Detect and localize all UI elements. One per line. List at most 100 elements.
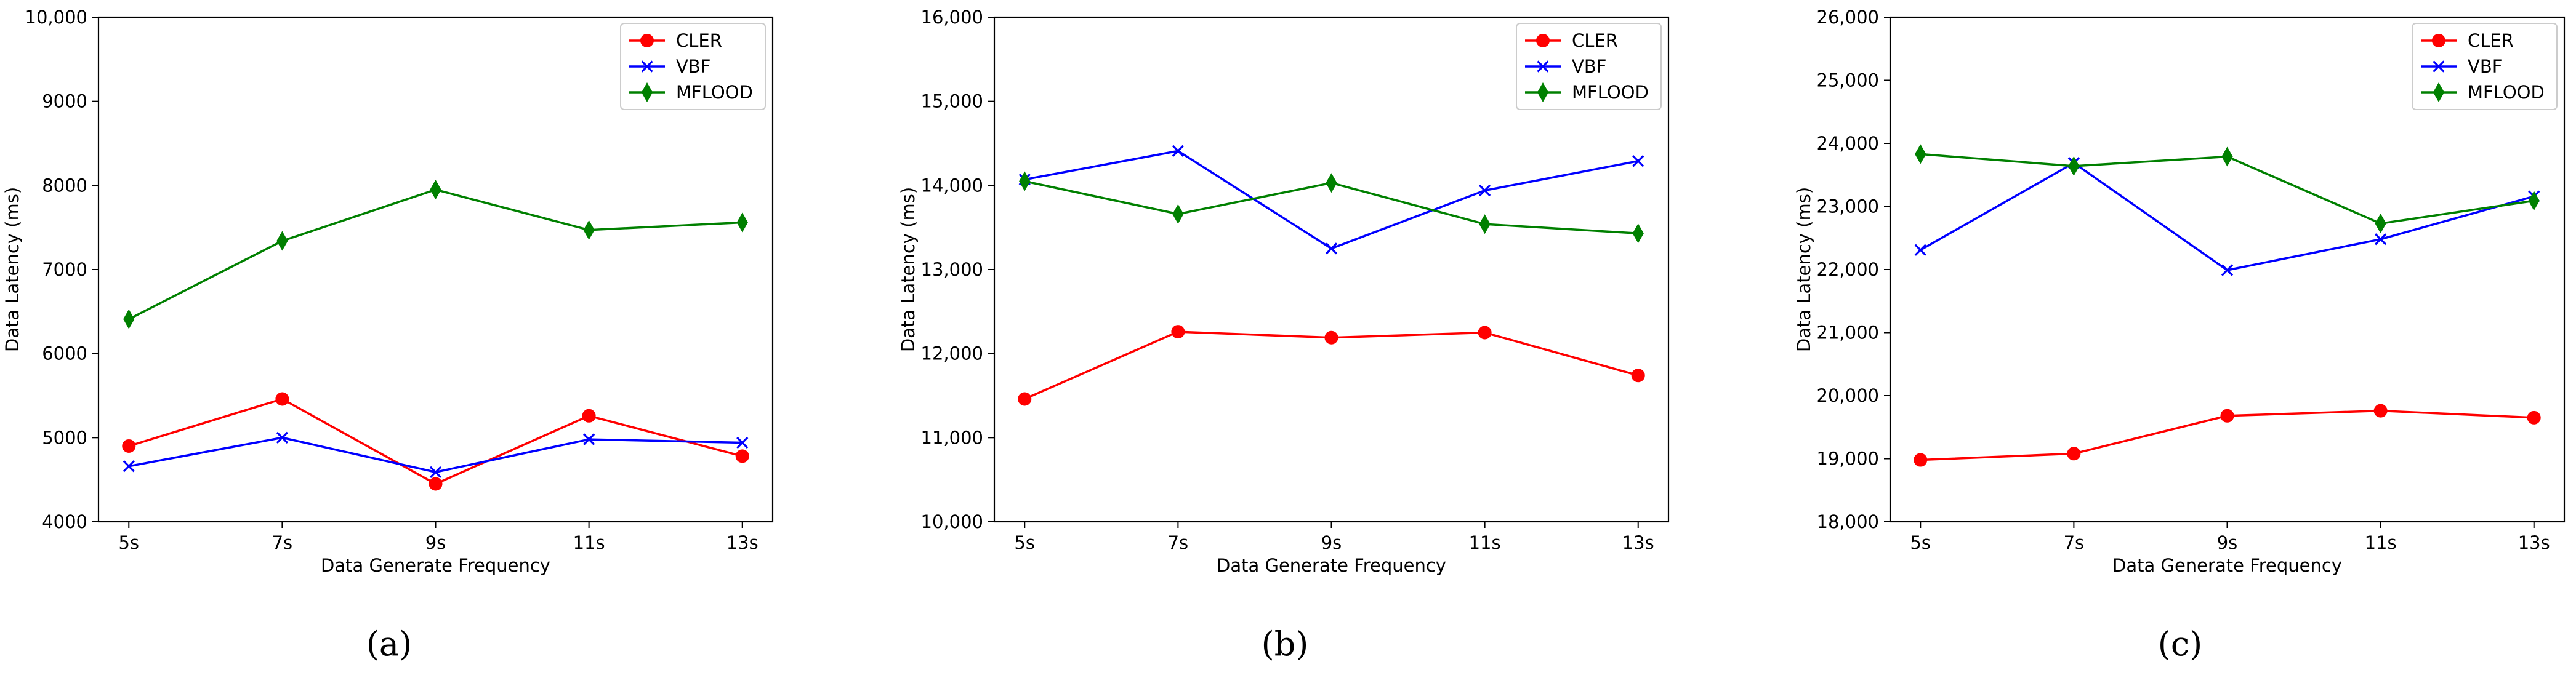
data-point-cler — [2067, 447, 2081, 461]
x-tick-label: 13s — [727, 532, 759, 553]
y-tick-label: 26,000 — [1817, 7, 1879, 28]
data-point-mflood — [123, 309, 135, 329]
series-cler — [1018, 325, 1645, 406]
y-tick-label: 22,000 — [1817, 259, 1879, 280]
legend-marker-vbf-stroke — [641, 60, 653, 73]
data-point-vbf — [1914, 244, 1926, 256]
legend-marker-cler — [1536, 34, 1550, 47]
legend-marker-cler — [2432, 34, 2445, 47]
legend-marker-vbf — [641, 60, 653, 73]
legend-label-mflood: MFLOOD — [2468, 82, 2545, 103]
series-vbf — [123, 431, 749, 478]
data-point-cler — [582, 409, 596, 423]
data-point-mflood — [1326, 173, 1337, 193]
legend-box — [1516, 23, 1662, 110]
data-point-mflood — [2068, 156, 2080, 176]
data-point-vbf — [1325, 242, 1338, 255]
x-tick-label: 11s — [1469, 532, 1501, 553]
y-tick-label: 15,000 — [921, 91, 983, 112]
y-axis-label: Data Latency (ms) — [898, 187, 919, 352]
y-tick-label: 14,000 — [921, 175, 983, 196]
data-point-mflood — [1019, 171, 1031, 191]
series-mflood — [1019, 171, 1644, 244]
data-point-vbf-stroke — [736, 436, 749, 449]
data-point-mflood — [2221, 146, 2233, 167]
data-point-cler — [735, 449, 749, 463]
data-point-mflood — [1479, 214, 1491, 234]
chart-panel-2: 18,000 19,000 20,000 21,000 22,000 23,000 24,0… — [1793, 7, 2566, 576]
caption-2: (c) — [2158, 625, 2202, 663]
y-tick-label: 20,000 — [1817, 385, 1879, 406]
series-line-vbf — [1920, 161, 2535, 271]
y-tick-label: 6000 — [42, 343, 87, 364]
legend-marker-mflood — [1537, 82, 1549, 103]
series-vbf — [1018, 145, 1644, 255]
legend-label-mflood: MFLOOD — [1572, 82, 1649, 103]
legend-marker-mflood — [641, 82, 653, 103]
x-axis-label: Data Generate Frequency — [2112, 555, 2342, 576]
series-cler — [1914, 404, 2541, 467]
data-point-mflood — [2375, 214, 2386, 234]
data-point-vbf-stroke — [1914, 244, 1926, 256]
data-point-cler — [2527, 410, 2541, 425]
data-point-vbf — [1172, 145, 1185, 157]
data-point-cler — [2373, 404, 2388, 418]
data-point-vbf-stroke — [429, 466, 442, 478]
data-point-vbf-stroke — [1478, 184, 1491, 197]
legend-label-vbf: VBF — [676, 56, 710, 77]
legend-marker-vbf-stroke — [1537, 60, 1549, 73]
data-point-vbf-stroke — [582, 433, 595, 445]
data-point-cler — [1324, 330, 1338, 345]
y-tick-label: 5000 — [42, 427, 87, 448]
legend-label-vbf: VBF — [1572, 56, 1606, 77]
y-tick-label: 11,000 — [921, 427, 983, 448]
data-point-vbf — [736, 436, 749, 449]
data-point-vbf-stroke — [1325, 242, 1338, 255]
data-point-vbf — [2221, 264, 2234, 276]
data-point-cler — [1478, 326, 1492, 340]
y-tick-label: 12,000 — [921, 343, 983, 364]
data-point-vbf — [2374, 233, 2387, 246]
legend-marker-vbf — [1537, 60, 1549, 73]
y-tick-label: 7000 — [42, 259, 87, 280]
legend-marker-mflood — [2433, 82, 2445, 103]
y-tick-label: 13,000 — [921, 259, 983, 280]
x-tick-label: 5s — [118, 532, 139, 553]
data-point-mflood — [430, 180, 441, 200]
data-point-vbf-stroke — [2374, 233, 2387, 246]
x-tick-label: 5s — [1014, 532, 1035, 553]
x-tick-label: 9s — [1321, 532, 1342, 553]
series-mflood — [1915, 144, 2540, 234]
data-point-cler — [2220, 409, 2234, 423]
x-axis-label: Data Generate Frequency — [321, 555, 550, 576]
data-point-cler — [429, 477, 443, 491]
x-tick-label: 11s — [573, 532, 605, 553]
data-point-vbf-stroke — [276, 431, 289, 444]
y-tick-label: 9000 — [42, 91, 87, 112]
x-tick-label: 9s — [425, 532, 446, 553]
x-tick-label: 5s — [1910, 532, 1931, 553]
data-point-vbf-stroke — [123, 460, 135, 473]
y-tick-label: 21,000 — [1817, 322, 1879, 343]
y-tick-label: 24,000 — [1817, 133, 1879, 154]
series-line-vbf — [1024, 150, 1639, 250]
y-tick-label: 18,000 — [1817, 511, 1879, 532]
data-point-vbf — [429, 466, 442, 478]
legend-box — [620, 23, 766, 110]
x-tick-label: 9s — [2217, 532, 2238, 553]
y-tick-label: 25,000 — [1817, 70, 1879, 91]
data-point-mflood — [276, 231, 288, 251]
data-point-cler — [1631, 369, 1645, 383]
data-point-vbf-stroke — [2221, 264, 2234, 276]
data-point-mflood — [1172, 204, 1184, 224]
x-axis-label: Data Generate Frequency — [1217, 555, 1446, 576]
y-tick-label: 19,000 — [1817, 449, 1879, 469]
data-point-cler — [122, 439, 136, 453]
x-tick-label: 7s — [272, 532, 293, 553]
data-point-cler — [1171, 325, 1185, 339]
data-point-vbf — [276, 431, 289, 444]
legend-marker-vbf — [2433, 60, 2445, 73]
legend-box — [2412, 23, 2558, 110]
data-point-vbf — [582, 433, 595, 445]
